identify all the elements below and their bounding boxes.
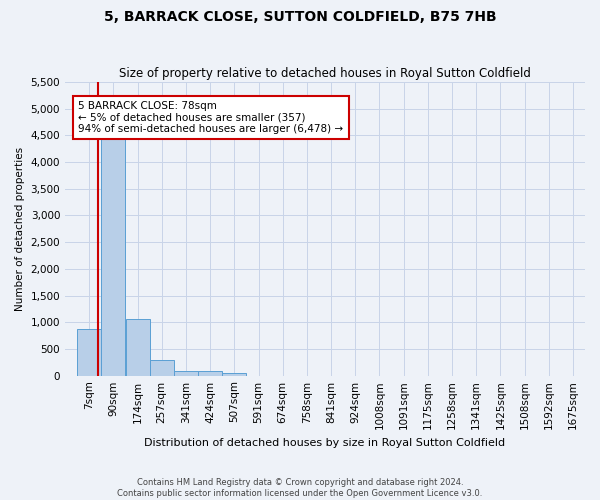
- Bar: [149, 360, 173, 376]
- Y-axis label: Number of detached properties: Number of detached properties: [15, 146, 25, 311]
- Title: Size of property relative to detached houses in Royal Sutton Coldfield: Size of property relative to detached ho…: [119, 66, 531, 80]
- Bar: [174, 371, 198, 376]
- X-axis label: Distribution of detached houses by size in Royal Sutton Coldfield: Distribution of detached houses by size …: [145, 438, 506, 448]
- Text: 5 BARRACK CLOSE: 78sqm
← 5% of detached houses are smaller (357)
94% of semi-det: 5 BARRACK CLOSE: 78sqm ← 5% of detached …: [78, 100, 343, 134]
- Bar: [77, 328, 101, 376]
- Text: 5, BARRACK CLOSE, SUTTON COLDFIELD, B75 7HB: 5, BARRACK CLOSE, SUTTON COLDFIELD, B75 …: [104, 10, 496, 24]
- Text: Contains HM Land Registry data © Crown copyright and database right 2024.
Contai: Contains HM Land Registry data © Crown c…: [118, 478, 482, 498]
- Bar: [101, 132, 125, 376]
- Bar: [198, 371, 222, 376]
- Bar: [125, 319, 149, 376]
- Bar: [222, 373, 246, 376]
